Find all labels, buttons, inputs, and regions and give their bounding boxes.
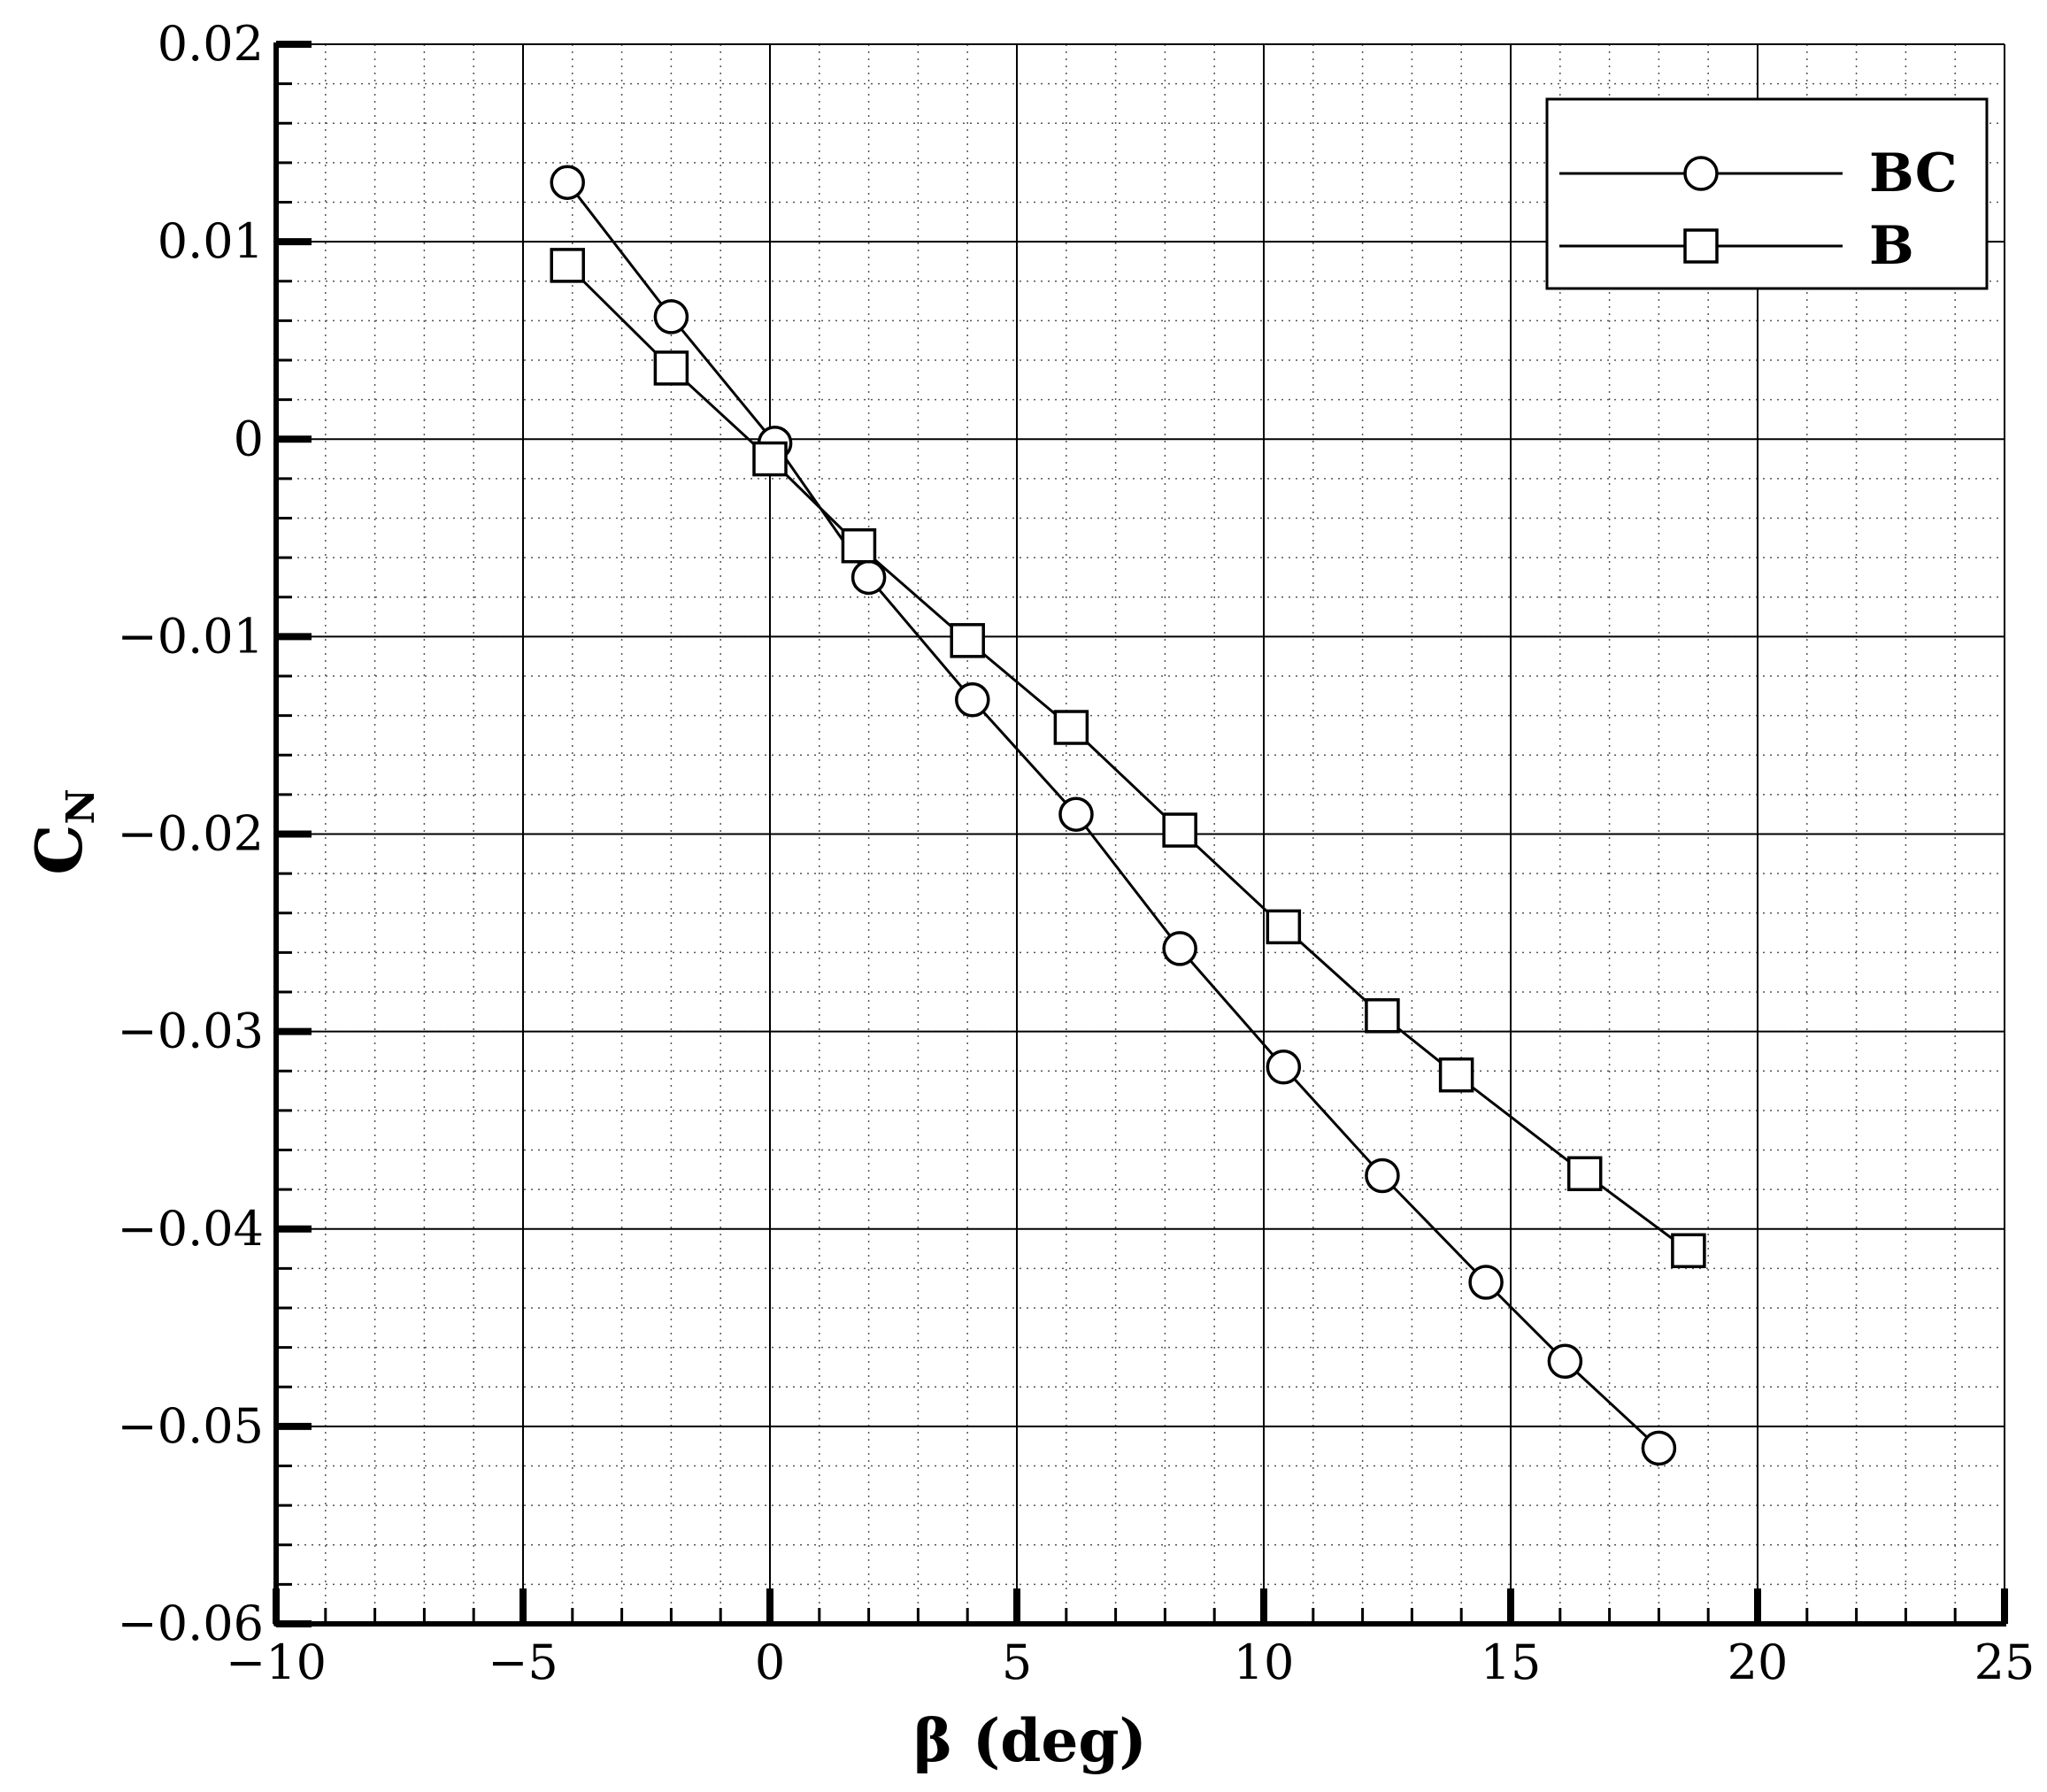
- y-tick-label: 0.02: [158, 16, 264, 72]
- legend-label-b: B: [1869, 215, 1914, 277]
- y-tick-label: 0: [234, 411, 264, 466]
- data-point-b: [950, 623, 985, 658]
- tick-labels: −10 −5 0 5 10 15 20 25 −0.06 −0.05 −0.04 −0.03 −0.02…: [118, 16, 2035, 1690]
- x-tick-label: −10: [226, 1634, 327, 1690]
- y-tick-label: −0.04: [118, 1201, 264, 1257]
- y-tick-label: −0.02: [118, 806, 264, 862]
- x-axis-title: β (deg): [913, 1706, 1147, 1775]
- data-point-bc: [1547, 1343, 1583, 1379]
- data-point-bc: [1468, 1265, 1504, 1300]
- data-point-bc: [1641, 1430, 1677, 1466]
- legend-marker-b: [1683, 228, 1719, 264]
- y-axis-title: CN: [21, 788, 104, 875]
- y-axis-title-sub: N: [58, 788, 104, 824]
- svg-text:CN: CN: [21, 788, 104, 875]
- series-layer: [550, 165, 1706, 1466]
- series-b: [550, 248, 1706, 1269]
- legend-marker-bc: [1683, 156, 1719, 191]
- data-point-bc: [850, 559, 887, 596]
- legend-label-bc: BC: [1869, 142, 1958, 204]
- data-point-b: [550, 248, 585, 283]
- data-point-b: [653, 350, 689, 386]
- series-line-bc: [566, 181, 1660, 1450]
- data-point-b: [1053, 710, 1089, 745]
- data-point-b: [752, 441, 788, 477]
- y-tick-label: −0.03: [118, 1004, 264, 1059]
- y-axis-title-main: C: [21, 824, 96, 874]
- x-tick-label: 0: [755, 1634, 785, 1690]
- data-point-bc: [653, 299, 689, 335]
- data-point-b: [1266, 909, 1302, 945]
- data-point-b: [1365, 998, 1400, 1034]
- data-point-bc: [1266, 1050, 1302, 1085]
- x-tick-label: −5: [488, 1634, 558, 1690]
- data-point-b: [1671, 1233, 1706, 1269]
- x-tick-label: 20: [1728, 1634, 1789, 1690]
- legend: BC B: [1545, 97, 1989, 290]
- data-point-bc: [1365, 1157, 1400, 1194]
- x-tick-label: 5: [1002, 1634, 1032, 1690]
- y-tick-label: −0.06: [118, 1596, 264, 1651]
- series-line-b: [566, 264, 1689, 1252]
- data-point-b: [1162, 812, 1197, 848]
- y-tick-label: −0.01: [118, 608, 264, 664]
- x-tick-label: 10: [1234, 1634, 1295, 1690]
- x-tick-label: 15: [1481, 1634, 1542, 1690]
- axes-layer: [273, 41, 2008, 1627]
- y-tick-label: 0.01: [158, 213, 264, 269]
- series-bc: [550, 165, 1677, 1466]
- data-point-bc: [1162, 931, 1197, 966]
- data-point-b: [841, 527, 877, 564]
- y-tick-label: −0.05: [118, 1398, 264, 1454]
- legend-box: [1545, 97, 1989, 290]
- data-point-b: [1438, 1057, 1474, 1093]
- data-point-bc: [955, 682, 990, 718]
- data-point-bc: [1058, 796, 1094, 832]
- data-point-b: [1566, 1156, 1603, 1192]
- data-point-bc: [550, 165, 585, 200]
- x-tick-label: 25: [1974, 1634, 2035, 1690]
